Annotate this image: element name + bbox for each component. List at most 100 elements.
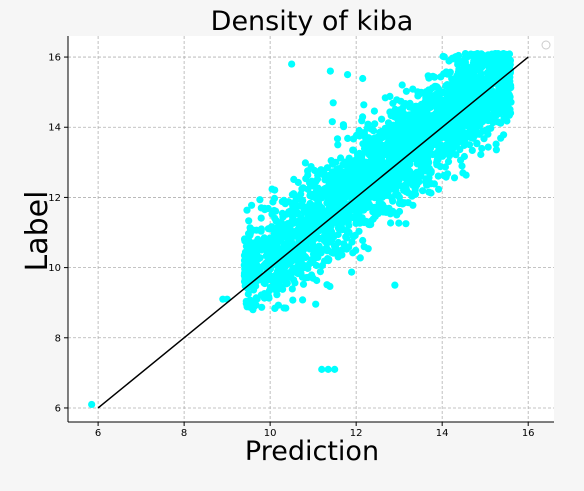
- scatter-point: [444, 110, 452, 118]
- scatter-point: [388, 153, 396, 161]
- scatter-point: [299, 250, 307, 258]
- scatter-point: [430, 121, 438, 129]
- scatter-point: [463, 53, 472, 61]
- scatter-point: [278, 228, 286, 236]
- scatter-point: [349, 176, 357, 184]
- scatter-point: [316, 215, 324, 223]
- scatter-point: [328, 193, 336, 202]
- scatter-point: [257, 227, 265, 235]
- scatter-point: [374, 145, 382, 153]
- scatter-point: [411, 132, 419, 140]
- scatter-point: [503, 117, 511, 125]
- scatter-point: [359, 74, 367, 83]
- scatter-point: [292, 254, 300, 262]
- scatter-point: [250, 269, 258, 277]
- scatter-point: [275, 268, 283, 276]
- scatter-point: [296, 195, 304, 203]
- scatter-point: [492, 146, 500, 154]
- scatter-point: [289, 228, 297, 236]
- y-tick-label: 10: [48, 263, 61, 274]
- scatter-point: [247, 246, 256, 255]
- scatter-point: [477, 96, 485, 104]
- scatter-point: [377, 127, 385, 136]
- scatter-point: [305, 260, 314, 268]
- scatter-point: [445, 152, 454, 160]
- scatter-point: [441, 116, 449, 124]
- scatter-point: [329, 249, 337, 257]
- scatter-point: [395, 219, 403, 227]
- scatter-point: [337, 167, 345, 175]
- y-tick-label: 16: [48, 53, 61, 64]
- scatter-point-outlier: [88, 400, 96, 409]
- scatter-point: [359, 236, 367, 245]
- scatter-point: [386, 161, 394, 170]
- scatter-point: [253, 239, 261, 247]
- scatter-point: [378, 200, 386, 208]
- scatter-point: [409, 125, 417, 133]
- scatter-point: [500, 50, 508, 58]
- scatter-point: [291, 279, 299, 287]
- scatter-point: [468, 146, 476, 154]
- scatter-point: [330, 233, 338, 241]
- scatter-point: [398, 81, 406, 89]
- x-tick-label: 6: [95, 428, 101, 439]
- scatter-point: [323, 247, 331, 255]
- scatter-point: [411, 186, 419, 194]
- scatter-point: [432, 102, 440, 110]
- scatter-point: [404, 160, 412, 168]
- scatter-point: [427, 167, 435, 175]
- scatter-point: [480, 135, 488, 143]
- scatter-point: [290, 219, 298, 227]
- scatter-point: [318, 261, 326, 270]
- scatter-point: [385, 183, 393, 191]
- scatter-point: [425, 188, 433, 196]
- axes: [64, 36, 554, 426]
- scatter-point: [504, 59, 512, 67]
- scatter-point: [500, 102, 508, 110]
- scatter-point: [454, 77, 462, 85]
- y-tick-label: 8: [55, 333, 61, 344]
- scatter-point: [244, 290, 252, 298]
- scatter-point: [355, 227, 363, 235]
- scatter-point: [458, 162, 466, 170]
- scatter-point: [327, 220, 335, 229]
- scatter-point: [264, 204, 272, 213]
- scatter-point: [349, 146, 358, 154]
- scatter-point: [305, 211, 313, 219]
- scatter-point: [382, 191, 390, 199]
- scatter-point: [405, 177, 413, 185]
- scatter-point: [312, 188, 320, 196]
- scatter-point: [399, 123, 407, 132]
- scatter-point: [450, 174, 459, 182]
- scatter-point: [411, 151, 420, 159]
- scatter-point: [287, 210, 295, 218]
- scatter-point: [461, 94, 470, 102]
- scatter-point: [412, 102, 421, 110]
- scatter-point: [308, 192, 316, 201]
- scatter-point: [392, 131, 400, 139]
- y-tick-label: 6: [55, 403, 61, 414]
- scatter-point: [290, 200, 298, 208]
- scatter-point: [321, 176, 329, 184]
- scatter-point: [383, 147, 391, 155]
- scatter-point-outlier: [391, 281, 399, 289]
- scatter-point: [265, 292, 273, 300]
- scatter-point: [324, 233, 333, 241]
- scatter-point: [269, 198, 277, 206]
- scatter-point: [243, 206, 251, 214]
- scatter-point-outlier: [343, 71, 352, 79]
- scatter-point: [265, 271, 273, 279]
- scatter-point: [442, 82, 450, 90]
- scatter-point: [299, 280, 308, 288]
- scatter-point-outlier: [249, 306, 257, 314]
- scatter-point: [463, 85, 471, 93]
- scatter-point: [503, 93, 512, 102]
- scatter-point: [287, 255, 295, 263]
- y-tick-label: 14: [48, 123, 61, 134]
- scatter-point: [339, 121, 347, 129]
- scatter-point: [361, 148, 369, 156]
- identity-line: [97, 56, 529, 409]
- scatter-point: [364, 245, 372, 253]
- y-tick-label: 12: [48, 193, 61, 204]
